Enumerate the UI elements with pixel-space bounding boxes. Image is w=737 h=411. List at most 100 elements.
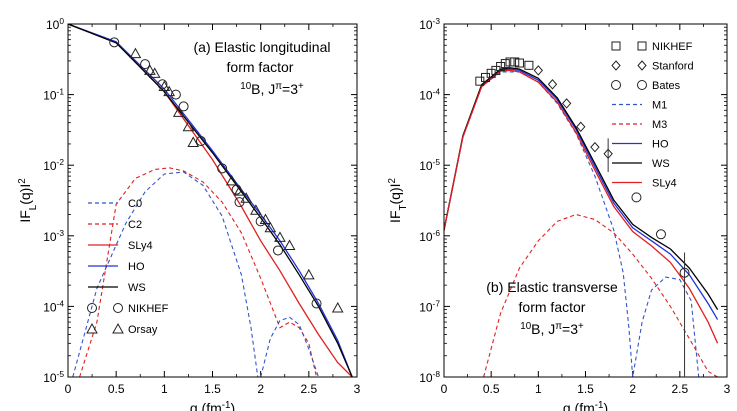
legend-marker-bates [637, 80, 647, 90]
y-tick-label: 10-1 [43, 87, 64, 103]
x-axis-label: q (fm-1) [190, 400, 235, 411]
data-point-bates [631, 192, 642, 203]
series-line-sly4 [68, 24, 353, 377]
data-point-nikhef [500, 59, 510, 69]
data-point-orsay [331, 301, 344, 313]
y-tick-label: 10-3 [419, 16, 440, 32]
data-point-nikhef [170, 89, 181, 100]
x-tick-label: 0 [65, 382, 72, 396]
legend-label-bates: Bates [652, 80, 681, 92]
panel-right-transverse: 10-8 10-7 10-6 10-5 10-4 10-3 0 0.5 1 1.5 2 2.5 3 q (… [387, 16, 731, 411]
data-point-stanford [561, 98, 572, 109]
data-point-stanford [533, 65, 544, 76]
legend-marker-nikhef [87, 303, 97, 313]
data-point-nikhef [505, 57, 515, 67]
legend-marker-nikhef [113, 303, 123, 313]
legend-label-sly4: SLy4 [652, 178, 677, 190]
x-tick-label: 2 [257, 382, 264, 396]
legend-marker-nikhef [611, 41, 621, 51]
data-point-orsay [302, 268, 315, 280]
data-point-nikhef [178, 101, 189, 112]
annotation-title: (a) Elastic longitudinal [194, 39, 331, 55]
data-point-nikhef [514, 58, 524, 68]
data-point-nikhef [496, 62, 506, 72]
data-point-nikhef [255, 216, 266, 227]
x-tick-label: 2 [629, 382, 636, 396]
annotation-title: (b) Elastic transverse [486, 279, 618, 295]
data-point-orsay [240, 192, 253, 203]
series-line-m1 [444, 71, 700, 377]
legend: NIKHEF Stanford Bates M1 M3 HO WS SLy4 [611, 41, 694, 190]
data-point-stanford [590, 141, 600, 153]
legend-label-ws: WS [652, 158, 670, 170]
series-line-c0 [72, 171, 259, 377]
data-point-stanford [547, 79, 558, 90]
legend-marker-stanford [637, 60, 647, 71]
y-tick-label: 10-5 [419, 157, 440, 173]
y-axis-label: IFT(q)I2 [387, 178, 409, 223]
data-point-bates [655, 229, 666, 240]
x-axis-label: q (fm-1) [563, 400, 608, 411]
data-point-orsay [148, 67, 161, 78]
data-point-orsay [250, 204, 262, 215]
data-point-orsay [274, 231, 286, 242]
legend-label-ho: HO [128, 261, 145, 273]
annotation-subtitle: form factor [227, 59, 294, 75]
legend: C0 C2 SLy4 HO WS NIKHEF Orsay [86, 198, 169, 336]
series-line-m3 [483, 213, 718, 377]
data-point-nikhef [195, 136, 206, 147]
legend-label-sly4: SLy4 [128, 240, 153, 252]
x-tick-label: 3 [354, 382, 361, 396]
legend-marker-bates [611, 80, 621, 90]
data-point-orsay [187, 136, 200, 147]
y-tick-label: 10-7 [419, 298, 440, 314]
data-point-orsay [129, 47, 142, 59]
data-point-orsay [144, 64, 156, 75]
legend-label-nikhef: NIKHEF [652, 41, 693, 53]
y-tick-label: 10-2 [43, 157, 64, 173]
data-point-orsay [163, 85, 175, 97]
data-point-orsay [259, 213, 272, 225]
data-point-orsay [264, 221, 277, 233]
curves [68, 24, 353, 377]
y-tick-label: 10-5 [43, 369, 64, 385]
legend-label-orsay: Orsay [128, 324, 158, 336]
series-line-ws [68, 24, 353, 377]
legend-marker-nikhef [637, 41, 647, 51]
legend-marker-stanford [611, 60, 621, 71]
data-point-stanford [576, 121, 586, 133]
legend-label-m3: M3 [652, 119, 667, 131]
data-point-nikhef [311, 298, 322, 309]
plot-frame [67, 23, 358, 378]
panel-left-longitudinal: 10-5 10-4 10-3 10-2 10-1 100 0 0.5 1 1.5 2 2.5 3 q (f… [17, 16, 361, 411]
x-tick-label: 0.5 [108, 382, 125, 396]
y-tick-label: 10-8 [419, 369, 440, 385]
data-point-nikhef [486, 68, 496, 78]
data-point-nikhef [273, 245, 284, 256]
annotation-nucleus: 10B, Jπ=3+ [240, 81, 304, 98]
x-tick-label: 2.5 [300, 382, 317, 396]
data-point-nikhef [140, 59, 151, 70]
data-point-nikhef [217, 163, 228, 174]
y-tick-label: 10-3 [43, 228, 64, 244]
data-point-nikhef [109, 37, 120, 48]
series-line-ho [68, 24, 353, 377]
x-tick-label: 1.5 [204, 382, 221, 396]
plot-frame [443, 23, 728, 378]
data-point-orsay [158, 80, 171, 92]
y-tick-label: 10-4 [43, 298, 64, 314]
legend-marker-orsay [112, 322, 124, 334]
data-point-orsay [182, 120, 195, 132]
legend-label-m1: M1 [652, 100, 667, 112]
y-tick-label: 100 [46, 16, 64, 32]
y-tick-label: 10-6 [419, 228, 440, 244]
x-tick-label: 0 [441, 382, 448, 396]
y-axis-label: IFL(q)I2 [17, 178, 39, 222]
x-tick-label: 0.5 [483, 382, 500, 396]
data-point-nikhef [524, 60, 534, 70]
data-point-orsay [225, 174, 238, 186]
annotation-subtitle: form factor [519, 299, 586, 315]
y-tick-label: 10-4 [419, 87, 440, 103]
legend-marker-orsay [86, 322, 98, 334]
